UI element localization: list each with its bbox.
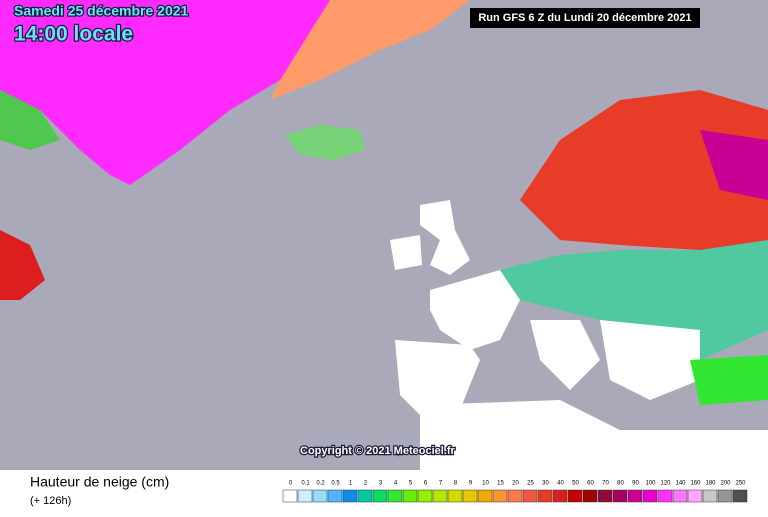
legend-label: 30 — [542, 481, 549, 487]
legend-swatch — [522, 489, 538, 503]
greenland-east — [270, 0, 470, 100]
legend-swatch — [702, 489, 718, 503]
legend-swatch — [732, 489, 748, 503]
legend-swatch — [567, 489, 583, 503]
ireland — [390, 235, 422, 270]
legend-swatch — [312, 489, 328, 503]
lead-time: (+ 126h) — [30, 495, 71, 507]
legend-label: 3 — [379, 481, 383, 487]
legend-swatch — [387, 489, 403, 503]
legend-swatch — [342, 489, 358, 503]
legend-swatch — [552, 489, 568, 503]
legend-label: 0 — [289, 481, 293, 487]
legend-swatch — [492, 489, 508, 503]
legend-swatch — [282, 489, 298, 503]
legend-label: 7 — [439, 481, 443, 487]
color-scale: 0 0.1 0.2 0.5 1 2 3 4 5 6 7 8 9 10 15 20 25 30 40 50 60 70 80 9… — [282, 481, 748, 503]
italy — [530, 320, 600, 390]
run-info: Run GFS 6 Z du Lundi 20 décembre 2021 — [478, 12, 691, 24]
legend-swatch — [597, 489, 613, 503]
legend-label: 0.2 — [316, 481, 325, 487]
legend-label: 180 — [705, 481, 716, 487]
legend-label: 200 — [720, 481, 731, 487]
legend-label: 60 — [587, 481, 594, 487]
russia-deep — [700, 130, 768, 200]
legend-swatch — [402, 489, 418, 503]
legend-swatch — [447, 489, 463, 503]
france — [430, 270, 520, 350]
legend-swatch — [612, 489, 628, 503]
legend-label: 70 — [602, 481, 609, 487]
legend-swatch — [357, 489, 373, 503]
legend-swatch — [432, 489, 448, 503]
run-box — [470, 8, 700, 28]
legend-label: 40 — [557, 481, 564, 487]
legend-label: 15 — [497, 481, 504, 487]
legend-label: 90 — [632, 481, 639, 487]
time: 14:00 locale — [14, 23, 133, 46]
legend-swatch — [417, 489, 433, 503]
legend-label: 25 — [527, 481, 534, 487]
legend-label: 140 — [675, 481, 686, 487]
legend-label: 50 — [572, 481, 579, 487]
legend-label: 5 — [409, 481, 413, 487]
legend-label: 10 — [482, 481, 489, 487]
legend-label: 8 — [454, 481, 458, 487]
legend-label: 0.1 — [301, 481, 310, 487]
legend-label: 2 — [364, 481, 368, 487]
legend-label: 20 — [512, 481, 519, 487]
legend-title: Hauteur de neige (cm) — [30, 474, 169, 490]
legend-swatch — [297, 489, 313, 503]
legend-swatch — [582, 489, 598, 503]
central-europe — [500, 240, 768, 360]
legend-swatch — [717, 489, 733, 503]
legend-swatch — [372, 489, 388, 503]
legend-swatch — [327, 489, 343, 503]
balkans — [600, 320, 700, 400]
legend-swatch — [462, 489, 478, 503]
legend-label: 250 — [735, 481, 746, 487]
legend-label: 120 — [660, 481, 671, 487]
legend-label: 0.5 — [331, 481, 340, 487]
iceland — [285, 125, 365, 160]
legend-label: 100 — [645, 481, 656, 487]
legend-swatch — [672, 489, 688, 503]
turkey — [690, 355, 768, 405]
legend-swatch — [642, 489, 658, 503]
britain — [420, 200, 470, 275]
legend-label: 80 — [617, 481, 624, 487]
greenland — [0, 0, 330, 185]
scandinavia-russia — [520, 90, 768, 250]
labrador — [0, 230, 45, 300]
date: Samedi 25 décembre 2021 — [14, 3, 189, 19]
legend-swatch — [657, 489, 673, 503]
greenland-coast — [0, 90, 60, 150]
legend-label: 4 — [394, 481, 398, 487]
legend-label: 9 — [469, 481, 473, 487]
legend-swatch — [627, 489, 643, 503]
iberia — [395, 340, 480, 415]
legend-label: 1 — [349, 481, 353, 487]
legend-swatch — [507, 489, 523, 503]
north-africa — [420, 400, 768, 470]
legend-swatch — [477, 489, 493, 503]
legend-label: 6 — [424, 481, 428, 487]
copyright: Copyright © 2021 Meteociel.fr — [300, 445, 456, 457]
legend-swatch — [687, 489, 703, 503]
legend-label: 160 — [690, 481, 701, 487]
legend-swatch — [537, 489, 553, 503]
